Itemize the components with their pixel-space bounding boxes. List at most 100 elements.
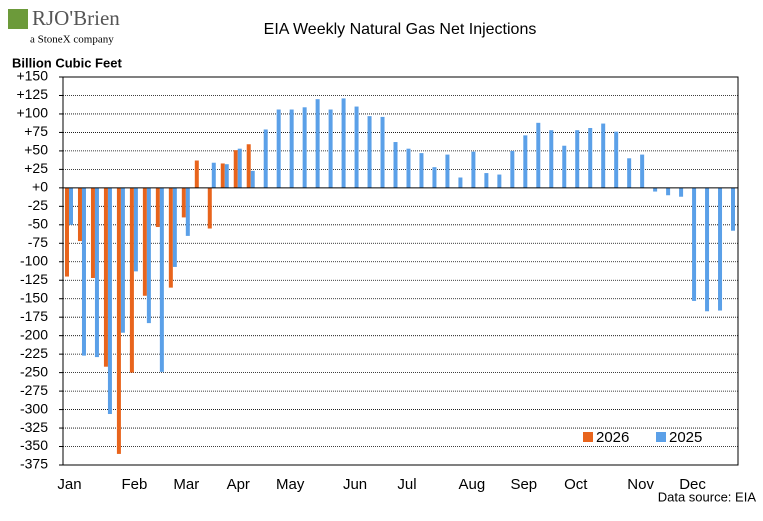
y-tick-label: -325 xyxy=(20,419,48,435)
bar xyxy=(250,170,255,188)
bar xyxy=(116,187,121,454)
bar xyxy=(246,144,251,188)
y-tick-label: +125 xyxy=(16,86,48,102)
bar xyxy=(181,187,186,218)
bar xyxy=(549,130,554,188)
bar xyxy=(588,127,593,188)
bar xyxy=(614,131,619,188)
bar xyxy=(90,187,95,279)
y-tick-label: -275 xyxy=(20,382,48,398)
bar xyxy=(81,187,86,356)
bar xyxy=(393,142,398,188)
chart-title: EIA Weekly Natural Gas Net Injections xyxy=(264,21,537,38)
legend-label: 2026 xyxy=(596,429,629,446)
bar xyxy=(666,187,671,196)
bar xyxy=(77,187,82,242)
y-tick-label: +100 xyxy=(16,105,48,121)
bar xyxy=(211,162,216,188)
bar xyxy=(328,109,333,188)
bar xyxy=(471,151,476,188)
bar xyxy=(536,122,541,188)
bar xyxy=(94,187,99,358)
logo-icon xyxy=(8,9,28,29)
bar xyxy=(159,187,164,372)
bar xyxy=(276,109,281,188)
bar xyxy=(237,148,242,188)
bar xyxy=(224,164,229,188)
y-tick-label: -300 xyxy=(20,400,48,416)
bar xyxy=(220,163,225,188)
bar xyxy=(107,187,112,415)
y-tick-label: -225 xyxy=(20,345,48,361)
x-tick-label: Nov xyxy=(627,476,654,493)
bar xyxy=(432,167,437,188)
bar xyxy=(367,116,372,188)
bar xyxy=(484,173,489,188)
y-tick-label: -175 xyxy=(20,308,48,324)
y-tick-label: -200 xyxy=(20,326,48,342)
x-tick-label: Feb xyxy=(121,476,147,493)
bar xyxy=(142,187,147,296)
y-tick-label: -25 xyxy=(28,197,48,213)
bar xyxy=(207,187,212,229)
y-tick-label: -100 xyxy=(20,252,48,268)
legend-swatch xyxy=(656,432,666,442)
y-tick-label: -75 xyxy=(28,234,48,250)
y-tick-label: -50 xyxy=(28,216,48,232)
bar xyxy=(64,187,69,277)
bar xyxy=(120,187,125,333)
bar xyxy=(341,98,346,188)
y-tick-label: +150 xyxy=(16,68,48,84)
plot-frame xyxy=(62,76,739,466)
bar xyxy=(640,154,645,188)
bar xyxy=(185,187,190,236)
bar xyxy=(679,187,684,197)
bar xyxy=(146,187,151,324)
x-tick-label: Mar xyxy=(173,476,199,493)
x-tick-label: Aug xyxy=(459,476,486,493)
bar xyxy=(172,187,177,267)
legend-swatch xyxy=(583,432,593,442)
bar xyxy=(419,153,424,188)
bar xyxy=(718,187,723,311)
bar xyxy=(653,187,658,192)
x-tick-label: Jun xyxy=(343,476,367,493)
bar xyxy=(458,177,463,188)
y-tick-label: +50 xyxy=(24,142,48,158)
logo-tagline: a StoneX company xyxy=(30,34,114,46)
bar xyxy=(68,187,73,225)
bar xyxy=(497,174,502,188)
bar xyxy=(168,187,173,288)
bar xyxy=(510,150,515,188)
bar xyxy=(731,187,736,231)
bar xyxy=(562,145,567,188)
y-tick-label: +25 xyxy=(24,160,48,176)
y-tick-label: +75 xyxy=(24,123,48,139)
bar xyxy=(523,135,528,188)
x-tick-label: Jan xyxy=(57,476,81,493)
bar xyxy=(315,99,320,188)
bar xyxy=(194,160,199,188)
source-note: Data source: EIA xyxy=(658,489,757,504)
y-tick-label: -125 xyxy=(20,271,48,287)
bar xyxy=(155,187,160,228)
bar xyxy=(575,130,580,188)
x-tick-label: Jul xyxy=(397,476,416,493)
x-tick-label: Sep xyxy=(510,476,537,493)
bar xyxy=(406,148,411,188)
bar xyxy=(627,158,632,188)
y-tick-label: -250 xyxy=(20,363,48,379)
x-tick-label: Apr xyxy=(227,476,250,493)
bar xyxy=(289,109,294,188)
bar xyxy=(233,150,238,188)
bar xyxy=(302,107,307,188)
bar xyxy=(380,116,385,188)
bar xyxy=(692,187,697,301)
bar xyxy=(263,129,268,188)
x-tick-label: Oct xyxy=(564,476,588,493)
legend-label: 2025 xyxy=(669,429,702,446)
bar xyxy=(103,187,108,367)
bar xyxy=(354,106,359,188)
